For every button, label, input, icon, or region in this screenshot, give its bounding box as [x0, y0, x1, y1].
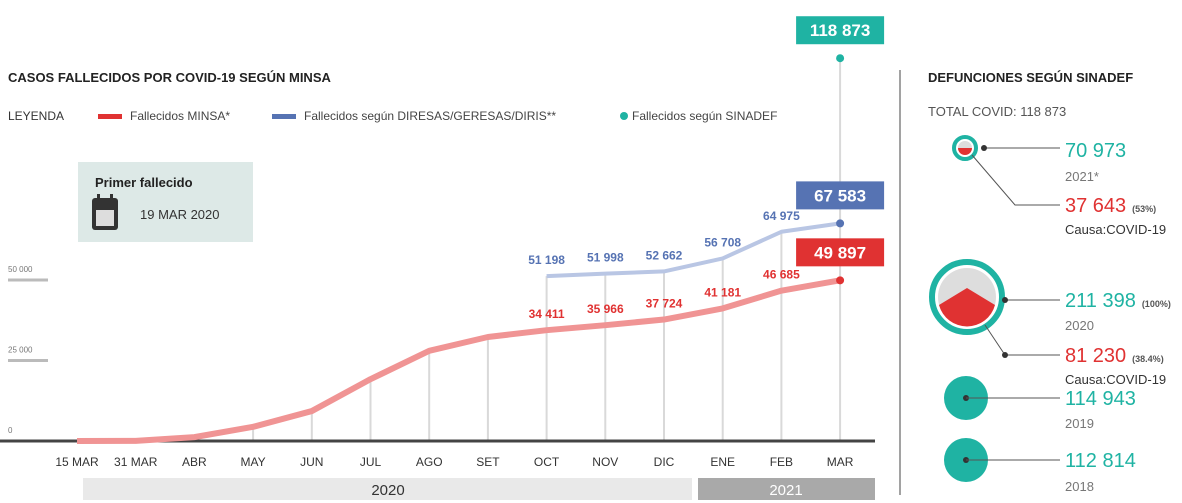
x-tick-label: JUN [300, 455, 323, 469]
period-label: 2020 [371, 482, 404, 499]
x-tick-label: 31 MAR [114, 455, 158, 469]
value-label: 67 583 [814, 186, 866, 205]
y-tick-label: 50 000 [8, 265, 33, 274]
chart-title: CASOS FALLECIDOS POR COVID-19 SEGÚN MINS… [8, 70, 331, 85]
label-box [796, 16, 885, 45]
value-label: 46 685 [763, 268, 800, 282]
value-label: 51 198 [528, 253, 565, 267]
x-tick-label: 15 MAR [55, 455, 99, 469]
period-band [83, 478, 692, 500]
series-dot [836, 219, 845, 228]
total-share: (100%) [1142, 299, 1171, 309]
total-line: 211 398 (100%) [1065, 290, 1171, 312]
value-label: 34 411 [529, 307, 565, 321]
year-label: 2021* [1065, 169, 1099, 184]
value-label: 35 966 [587, 302, 624, 316]
x-tick-label: JUL [360, 455, 382, 469]
label-box [796, 238, 885, 267]
x-tick-label: MAR [827, 455, 854, 469]
circle-2021 [952, 135, 1060, 206]
series-dot [836, 276, 845, 285]
x-tick-label: ABR [182, 455, 207, 469]
legend-swatch [98, 114, 122, 119]
annotation-title: Primer fallecido [95, 175, 193, 190]
covid-share: (38.4%) [1132, 354, 1164, 364]
series-line [76, 277, 841, 444]
x-tick-label: FEB [770, 455, 793, 469]
circle-2018 [944, 438, 1060, 482]
period-label: 2021 [769, 482, 802, 499]
value-label: 41 181 [704, 285, 741, 299]
year-label: 2018 [1065, 479, 1094, 494]
panel-total: TOTAL COVID: 118 873 [928, 104, 1066, 119]
covid-line: 37 643 (53%) [1065, 195, 1156, 217]
value-label: 37 724 [646, 297, 683, 311]
value-label: 56 708 [704, 235, 741, 249]
covid-total: 81 230 [1065, 345, 1126, 367]
year-label: 2020 [1065, 318, 1094, 333]
y-tick-label: 0 [8, 426, 13, 435]
annotation-text: 19 MAR 2020 [140, 207, 220, 222]
covid-line: 81 230 (38.4%) [1065, 345, 1164, 367]
year-label: 2019 [1065, 416, 1094, 431]
covid-total: 37 643 [1065, 195, 1126, 217]
covid-share: (53%) [1132, 204, 1156, 214]
value-label: 49 897 [814, 243, 866, 262]
legend-swatch [620, 112, 628, 120]
year-total: 114 943 [1065, 388, 1136, 410]
value-label: 118 873 [810, 21, 871, 40]
value-label: 51 998 [587, 251, 624, 265]
calendar-icon [92, 194, 118, 230]
circle-2020 [929, 259, 1060, 358]
year-total: 211 398 [1065, 290, 1136, 312]
legend-title: LEYENDA [8, 109, 64, 123]
period-band [698, 478, 875, 500]
x-tick-label: NOV [592, 455, 618, 469]
value-label: 64 975 [763, 209, 800, 223]
value-label: 52 662 [646, 248, 683, 262]
x-tick-label: OCT [534, 455, 560, 469]
series-line [546, 221, 841, 279]
circle-2019 [944, 376, 1060, 420]
series-dot [836, 54, 845, 63]
year-total: 112 814 [1065, 450, 1136, 472]
label-box [796, 181, 885, 210]
x-tick-label: SET [476, 455, 500, 469]
year-total: 70 973 [1065, 140, 1126, 162]
legend-label: Fallecidos MINSA* [130, 109, 230, 123]
cause-label: Causa:COVID-19 [1065, 222, 1166, 237]
x-tick-label: ENE [710, 455, 735, 469]
y-tick-label: 25 000 [8, 346, 33, 355]
cause-label: Causa:COVID-19 [1065, 372, 1166, 387]
x-tick-label: AGO [416, 455, 443, 469]
legend-label: Fallecidos según SINADEF [632, 109, 777, 123]
panel-title: DEFUNCIONES SEGÚN SINADEF [928, 70, 1133, 85]
legend-swatch [272, 114, 296, 119]
legend-label: Fallecidos según DIRESAS/GERESAS/DIRIS** [304, 109, 556, 123]
x-tick-label: DIC [654, 455, 675, 469]
x-tick-label: MAY [241, 455, 266, 469]
